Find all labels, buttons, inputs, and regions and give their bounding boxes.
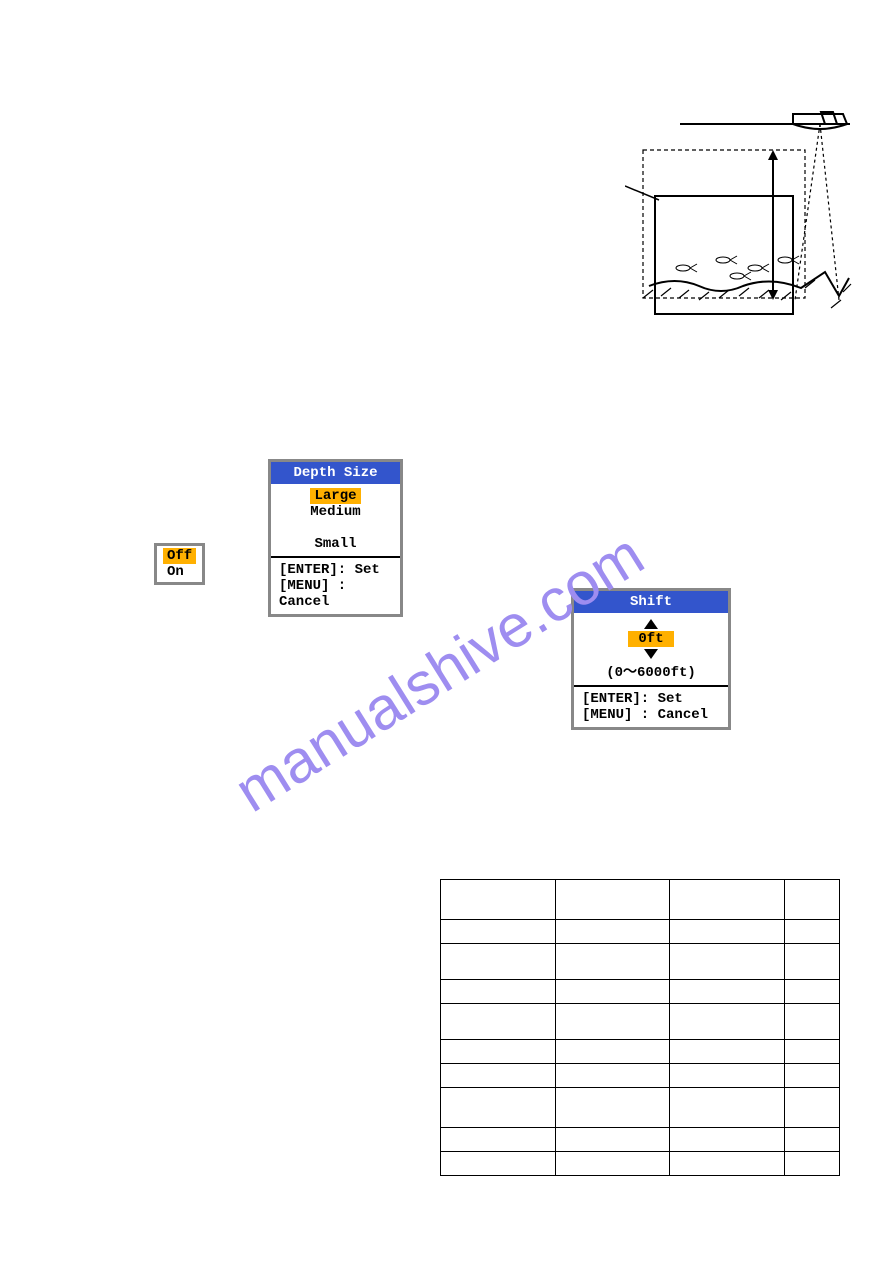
table-cell [670, 944, 785, 980]
table-cell [785, 980, 840, 1004]
table-cell [555, 1064, 670, 1088]
table-cell [441, 880, 556, 920]
table-cell [670, 980, 785, 1004]
hint-menu-cancel: [MENU] : Cancel [279, 578, 346, 610]
option-on[interactable]: On [163, 564, 196, 580]
table-cell [670, 1004, 785, 1040]
hint-menu-cancel: [MENU] : Cancel [582, 707, 708, 723]
table-cell [785, 1128, 840, 1152]
table-cell [441, 1040, 556, 1064]
table-cell [785, 944, 840, 980]
table-cell [555, 1040, 670, 1064]
table-cell [785, 1152, 840, 1176]
arrow-up-icon[interactable] [644, 619, 658, 629]
table-row [441, 880, 840, 920]
table-cell [441, 1088, 556, 1128]
table-cell [441, 1064, 556, 1088]
table-row [441, 1088, 840, 1128]
table-cell [670, 920, 785, 944]
table-cell [555, 920, 670, 944]
shift-value[interactable]: 0ft [628, 631, 673, 647]
table-cell [555, 880, 670, 920]
spec-table [440, 879, 840, 1176]
table-cell [441, 980, 556, 1004]
table-cell [555, 1128, 670, 1152]
table-cell [555, 1152, 670, 1176]
shift-range: (0～6000ft) [606, 665, 696, 681]
table-cell [670, 880, 785, 920]
table-cell [785, 920, 840, 944]
table-cell [555, 1088, 670, 1128]
table-row [441, 1152, 840, 1176]
table-cell [670, 1152, 785, 1176]
table-cell [670, 1128, 785, 1152]
table-row [441, 944, 840, 980]
table-cell [785, 880, 840, 920]
table-cell [441, 1128, 556, 1152]
hint-enter-set: [ENTER]: Set [279, 562, 380, 578]
depth-size-options: Large Medium Small [271, 484, 400, 556]
option-large[interactable]: Large [310, 488, 360, 504]
table-cell [555, 1004, 670, 1040]
table-cell [785, 1088, 840, 1128]
table-row [441, 1004, 840, 1040]
table-cell [670, 1064, 785, 1088]
depth-size-dialog: Depth Size Large Medium Small [ENTER]: S… [268, 459, 403, 617]
table-cell [785, 1004, 840, 1040]
depth-diagram-svg [625, 100, 855, 325]
table-row [441, 920, 840, 944]
depth-diagram [625, 100, 855, 325]
table-cell [785, 1040, 840, 1064]
option-small[interactable]: Small [281, 536, 390, 552]
table-cell [441, 920, 556, 944]
table-cell [670, 1088, 785, 1128]
table-cell [785, 1064, 840, 1088]
hint-enter-set: [ENTER]: Set [582, 691, 683, 707]
table-cell [555, 944, 670, 980]
table-row [441, 1128, 840, 1152]
shift-title: Shift [574, 591, 728, 613]
table-cell [441, 944, 556, 980]
table-cell [670, 1040, 785, 1064]
table-cell [441, 1152, 556, 1176]
table-row [441, 1064, 840, 1088]
table-cell [555, 980, 670, 1004]
option-off[interactable]: Off [163, 548, 196, 564]
table-cell [441, 1004, 556, 1040]
depth-size-title: Depth Size [271, 462, 400, 484]
arrow-down-icon[interactable] [644, 649, 658, 659]
table-row [441, 980, 840, 1004]
option-medium[interactable]: Medium [281, 504, 390, 520]
shift-dialog: Shift 0ft (0～6000ft) [ENTER]: Set [MENU]… [571, 588, 731, 730]
table-row [441, 1040, 840, 1064]
off-on-option-box[interactable]: Off On [154, 543, 205, 585]
